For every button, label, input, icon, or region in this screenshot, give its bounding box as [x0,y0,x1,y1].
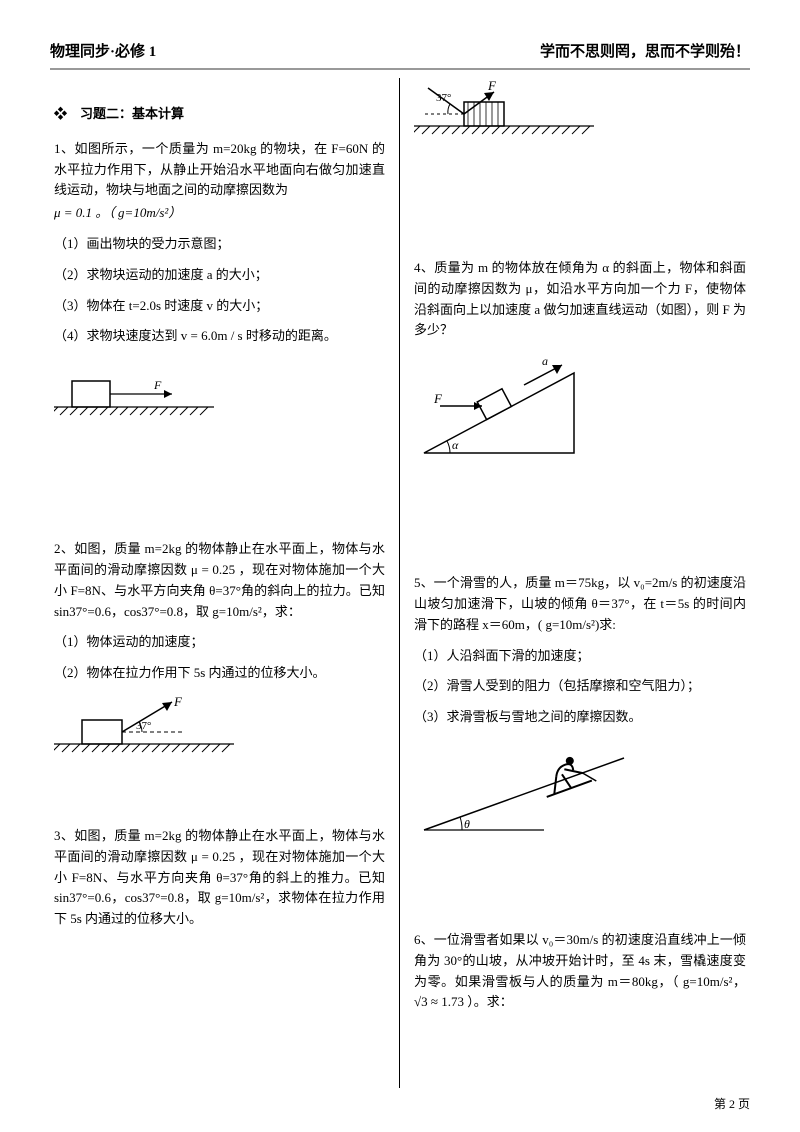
problem-2: 2、如图，质量 m=2kg 的物体静止在水平面上，物体与水平面间的滑动摩擦因数 … [54,539,385,766]
right-column: F 37° 4、质量为 m 的物体放在倾角为 α 的斜面上，物体和斜面间的动摩擦… [400,78,750,1088]
svg-text:F: F [153,378,162,392]
svg-text:37°: 37° [436,92,451,104]
p5-q1: （1）人沿斜面下滑的加速度； [414,646,746,667]
header-right: 学而不思则罔，思而不学则殆！ [540,40,750,64]
p2-intro: 2、如图，质量 m=2kg 的物体静止在水平面上，物体与水平面间的滑动摩擦因数 … [54,539,385,622]
svg-text:F: F [487,78,497,93]
p6-intro: 6、一位滑雪者如果以 v₀＝30m/s 的初速度沿直线冲上一倾角为 30°的山坡… [414,930,746,1013]
p1-q3: （3）物体在 t=2.0s 时速度 v 的大小； [54,296,385,317]
problem-1: 1、如图所示，一个质量为 m=20kg 的物块，在 F=60N 的水平拉力作用下… [54,139,385,429]
section-title: ❖ 习题二：基本计算 [54,104,385,125]
p5-q3: （3）求滑雪板与雪地之间的摩擦因数。 [414,707,746,728]
svg-text:a: a [542,354,548,368]
p3-intro: 3、如图，质量 m=2kg 的物体静止在水平面上，物体与水平面间的滑动摩擦因数 … [54,826,385,930]
page-footer: 第 2 页 [714,1095,750,1114]
p1-intro2: μ = 0.1 。（ g=10m/s²） [54,203,385,224]
figure-3: F 37° [414,78,594,148]
svg-text:F: F [433,391,443,406]
page-header: 物理同步·必修 1 学而不思则罔，思而不学则殆！ [50,40,750,70]
p1-q4: （4）求物块速度达到 v = 6.0m / s 时移动的距离。 [54,326,385,347]
header-left: 物理同步·必修 1 [50,40,156,64]
figure-2: F 37° [54,696,234,766]
p1-q1: （1）画出物块的受力示意图； [54,234,385,255]
p1-q2: （2）求物块运动的加速度 a 的大小； [54,265,385,286]
svg-text:37°: 37° [136,720,151,732]
figure-1: F [54,359,214,429]
p1-intro1: 1、如图所示，一个质量为 m=20kg 的物块，在 F=60N 的水平拉力作用下… [54,139,385,201]
problem-3: 3、如图，质量 m=2kg 的物体静止在水平面上，物体与水平面间的滑动摩擦因数 … [54,826,385,930]
svg-text:α: α [452,438,459,452]
figure-4: F a α [414,353,594,463]
figure-5: θ [414,740,634,840]
page-body: ❖ 习题二：基本计算 1、如图所示，一个质量为 m=20kg 的物块，在 F=6… [50,78,750,1088]
problem-5: 5、一个滑雪的人，质量 m＝75kg，以 v₀=2m/s 的初速度沿山坡匀加速滑… [414,573,746,840]
svg-text:θ: θ [464,817,470,831]
left-column: ❖ 习题二：基本计算 1、如图所示，一个质量为 m=20kg 的物块，在 F=6… [50,78,400,1088]
p2-q1: （1）物体运动的加速度； [54,632,385,653]
problem-6: 6、一位滑雪者如果以 v₀＝30m/s 的初速度沿直线冲上一倾角为 30°的山坡… [414,930,746,1013]
p4-intro: 4、质量为 m 的物体放在倾角为 α 的斜面上，物体和斜面间的动摩擦因数为 μ，… [414,258,746,341]
p5-intro: 5、一个滑雪的人，质量 m＝75kg，以 v₀=2m/s 的初速度沿山坡匀加速滑… [414,573,746,635]
problem-4: 4、质量为 m 的物体放在倾角为 α 的斜面上，物体和斜面间的动摩擦因数为 μ，… [414,258,746,463]
p5-q2: （2）滑雪人受到的阻力（包括摩擦和空气阻力）； [414,676,746,697]
p2-q2: （2）物体在拉力作用下 5s 内通过的位移大小。 [54,663,385,684]
svg-text:F: F [173,696,183,709]
